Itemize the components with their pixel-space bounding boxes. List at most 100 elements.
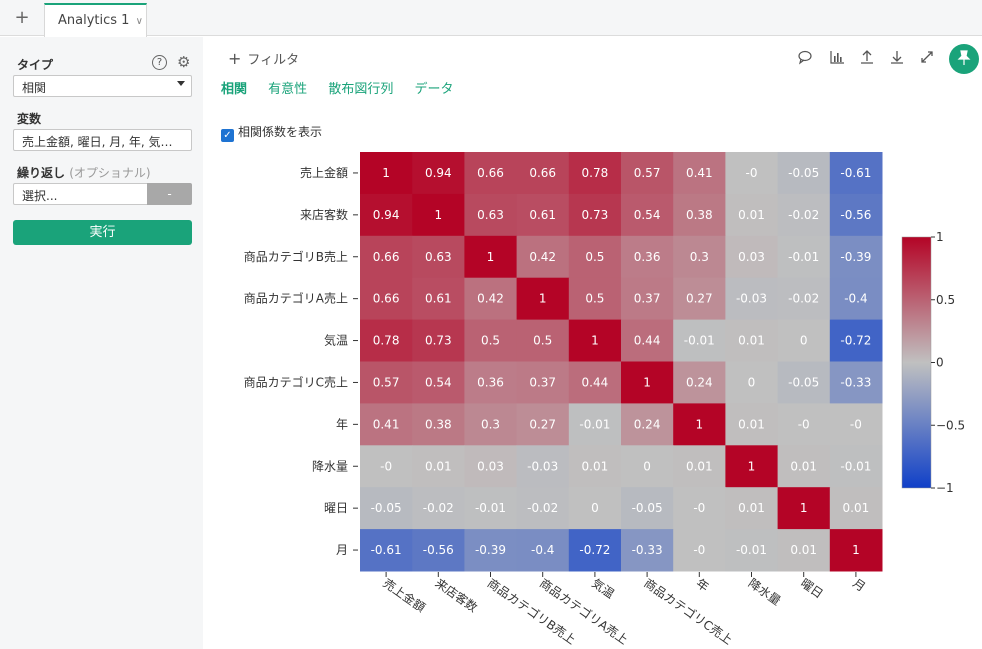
heatmap-cell — [829, 403, 883, 446]
cell-value-label: -0.01 — [840, 459, 871, 473]
heatmap-cell — [516, 487, 570, 530]
row-label: 年 — [336, 417, 348, 431]
heatmap-cell — [464, 487, 518, 530]
heatmap-cell — [568, 361, 622, 404]
cell-value-label: 0.57 — [373, 375, 400, 389]
cell-value-label: 0.3 — [481, 417, 500, 431]
heatmap-cell — [568, 193, 622, 237]
heatmap-cell — [568, 235, 622, 279]
heatmap-cell — [621, 152, 674, 195]
cell-value-label: 0.5 — [585, 292, 604, 306]
cell-value-label: 0 — [748, 375, 756, 389]
heatmap-cell — [464, 403, 518, 446]
show-coefficients-option[interactable]: ✓ 相関係数を表示 — [221, 123, 322, 142]
heatmap-cell — [829, 487, 883, 530]
type-select[interactable]: 相関 — [13, 75, 192, 97]
cell-value-label: 0.24 — [686, 375, 713, 389]
upload-icon[interactable] — [858, 49, 876, 67]
column-label: 降水量 — [746, 576, 784, 608]
column-label: 売上金額 — [380, 575, 428, 615]
caret-down-icon — [177, 81, 185, 86]
tab-correlation[interactable]: 相関 — [221, 82, 248, 97]
heatmap-cell — [673, 235, 726, 279]
cell-value-label: -0.33 — [632, 543, 663, 557]
cell-value-label: 0.36 — [477, 375, 504, 389]
cell-value-label: 1 — [434, 208, 442, 222]
cell-value-label: -0.05 — [788, 166, 819, 180]
heatmap-cell — [725, 277, 779, 321]
heatmap-cell — [412, 235, 465, 279]
variables-field[interactable]: 売上金額, 曜日, 月, 年, 気温... — [13, 129, 192, 151]
remove-repeat-button[interactable]: - — [147, 183, 192, 205]
heatmap-cell — [673, 529, 726, 572]
download-icon[interactable] — [888, 49, 906, 67]
checkbox-checked-icon[interactable]: ✓ — [221, 129, 234, 142]
cell-value-label: -0 — [798, 417, 810, 431]
run-button[interactable]: 実行 — [13, 220, 192, 245]
column-label: 月 — [850, 576, 868, 594]
row-label: 来店客数 — [300, 207, 348, 222]
row-label: 曜日 — [324, 501, 348, 515]
expand-icon[interactable] — [918, 49, 936, 67]
heatmap-cell — [464, 319, 518, 362]
heatmap-cell — [360, 487, 413, 530]
cell-value-label: 0.5 — [585, 250, 604, 264]
cell-value-label: -0.01 — [684, 334, 715, 348]
pin-button[interactable] — [949, 44, 979, 74]
cell-value-label: 0.01 — [686, 459, 713, 473]
heatmap-cell — [777, 361, 831, 404]
heatmap-cell — [673, 193, 726, 237]
filter-label: フィルタ — [247, 53, 300, 68]
cell-value-label: 0.27 — [686, 292, 713, 306]
heatmap-cell — [360, 319, 413, 362]
cell-value-label: -0.56 — [840, 208, 871, 222]
column-label: 商品カテゴリB売上 — [485, 575, 579, 647]
heatmap-cell — [360, 193, 413, 237]
heatmap-cell — [621, 319, 674, 362]
heatmap-cell — [516, 277, 570, 321]
tab-significance[interactable]: 有意性 — [268, 82, 308, 97]
cell-value-label: -0.03 — [736, 292, 767, 306]
chevron-down-icon[interactable]: ∨ — [135, 16, 143, 27]
row-label: 商品カテゴリC売上 — [244, 374, 348, 389]
cell-value-label: 0.63 — [425, 250, 452, 264]
cell-value-label: -0.61 — [371, 543, 402, 557]
tab-label: Analytics 1 — [58, 13, 130, 28]
cell-value-label: 0.78 — [373, 334, 400, 348]
colorbar-tick-label: 0.5 — [936, 293, 955, 307]
heatmap-cell — [464, 152, 518, 195]
tab-scatter-matrix[interactable]: 散布図行列 — [328, 82, 394, 97]
heatmap-cell — [829, 445, 883, 488]
add-tab-button[interactable]: + — [14, 7, 30, 28]
cell-value-label: 0.01 — [738, 208, 765, 222]
heatmap-cell — [568, 487, 622, 530]
cell-value-label: 0.01 — [738, 334, 765, 348]
heatmap-cell — [568, 152, 622, 195]
cell-value-label: -0.4 — [531, 543, 554, 557]
heatmap-cell — [412, 403, 465, 446]
cell-value-label: -0.72 — [840, 334, 871, 348]
settings-panel: タイプ ? ⚙ 相関 変数 売上金額, 曜日, 月, 年, 気温... 繰り返し… — [0, 37, 203, 649]
tab-analytics-1[interactable]: Analytics 1 ∨ — [44, 3, 147, 37]
heatmap-cell — [725, 361, 779, 404]
heatmap-cell — [412, 487, 465, 530]
cell-value-label: 0.5 — [533, 334, 552, 348]
cell-value-label: 0.24 — [634, 417, 661, 431]
heatmap-cell — [412, 361, 465, 404]
heatmap-cell — [777, 487, 831, 530]
heatmap-cell — [464, 235, 518, 279]
chart-icon[interactable] — [828, 49, 846, 67]
gear-icon[interactable]: ⚙ — [177, 53, 191, 71]
help-icon[interactable]: ? — [152, 55, 167, 70]
comment-icon[interactable] — [796, 49, 814, 67]
cell-value-label: 0.01 — [425, 459, 452, 473]
cell-value-label: -0 — [850, 417, 862, 431]
cell-value-label: 0.54 — [425, 375, 452, 389]
add-filter-button[interactable]: + フィルタ — [228, 49, 299, 68]
heatmap-cell — [621, 445, 674, 488]
heatmap-cell — [829, 319, 883, 362]
colorbar-tick-label: 1 — [936, 230, 944, 244]
tab-data[interactable]: データ — [414, 82, 454, 97]
colorbar-tick-label: −0.5 — [936, 418, 965, 432]
